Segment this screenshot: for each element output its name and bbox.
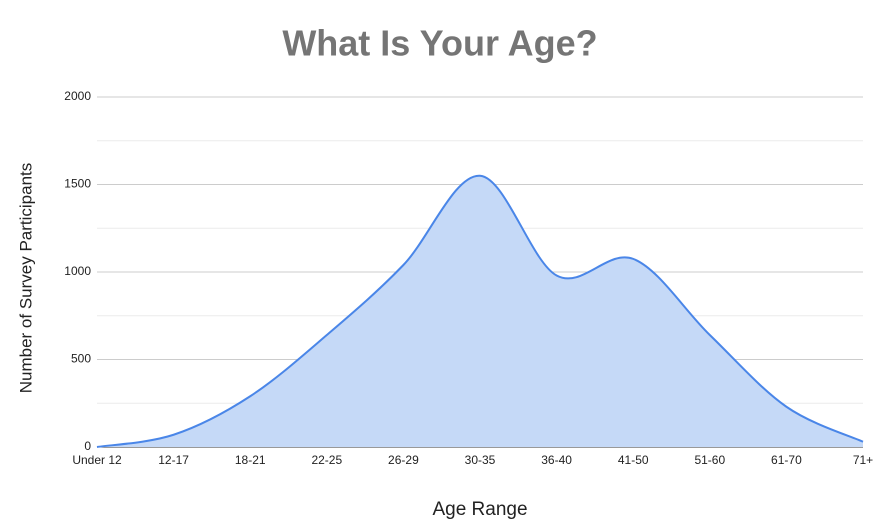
- y-tick-label: 1000: [64, 264, 91, 278]
- x-tick-label: 18-21: [235, 453, 266, 467]
- x-tick-label: 36-40: [541, 453, 572, 467]
- x-tick-label: 22-25: [311, 453, 342, 467]
- chart-title: What Is Your Age?: [282, 23, 597, 64]
- x-tick-label: 30-35: [465, 453, 496, 467]
- x-tick-label: 26-29: [388, 453, 419, 467]
- x-tick-label: 12-17: [158, 453, 189, 467]
- x-tick-label: 61-70: [771, 453, 802, 467]
- area: [97, 175, 863, 447]
- y-tick-label: 2000: [64, 89, 91, 103]
- x-tick-label: 51-60: [694, 453, 725, 467]
- y-tick-label: 0: [84, 439, 91, 453]
- x-tick-label: 71+: [853, 453, 873, 467]
- x-axis-label: Age Range: [432, 499, 527, 520]
- y-axis-label: Number of Survey Participants: [16, 163, 35, 394]
- y-tick-label: 500: [71, 352, 91, 366]
- x-tick-label: 41-50: [618, 453, 649, 467]
- x-tick-label: Under 12: [72, 453, 122, 467]
- line: [96, 174, 864, 448]
- y-tick-label: 1500: [64, 177, 91, 191]
